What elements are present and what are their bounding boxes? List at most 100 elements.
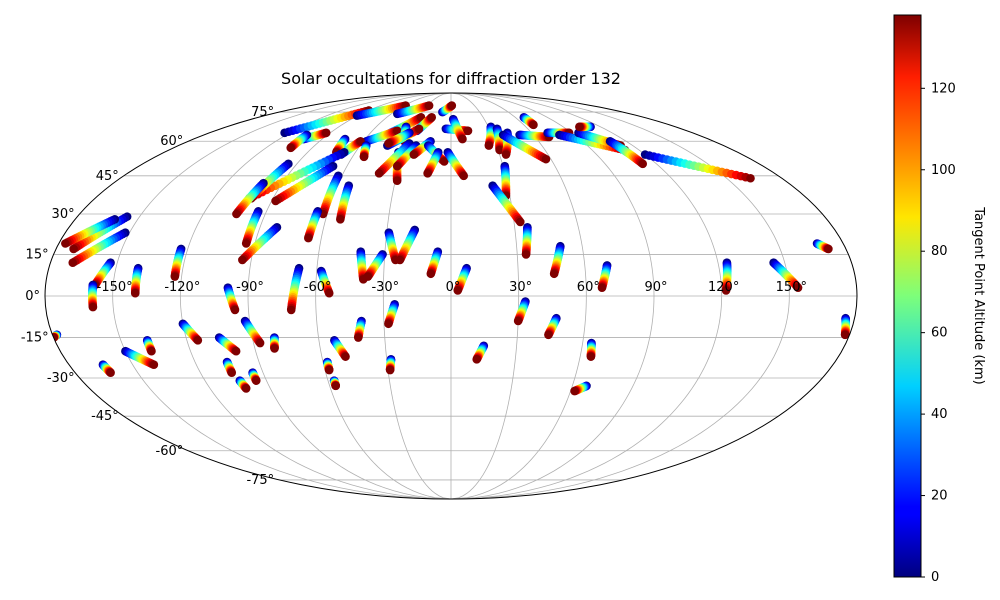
track-point bbox=[453, 286, 463, 295]
lat-tick-label: -60° bbox=[156, 444, 184, 459]
track-point bbox=[414, 124, 424, 134]
track-point bbox=[227, 368, 237, 378]
meridian-line bbox=[247, 93, 452, 499]
track-point bbox=[251, 376, 261, 385]
occultation-track bbox=[769, 258, 803, 292]
occultation-track bbox=[68, 228, 130, 268]
track-point bbox=[230, 305, 240, 315]
occultation-track bbox=[270, 333, 279, 353]
occultation-track bbox=[232, 178, 268, 219]
occultation-track bbox=[316, 266, 334, 298]
lon-tick-label: -30° bbox=[371, 280, 399, 295]
colorbar-tick-label: 120 bbox=[931, 81, 956, 96]
track-point bbox=[130, 288, 140, 298]
track-point bbox=[458, 134, 467, 144]
track-point bbox=[746, 173, 755, 183]
track-point bbox=[459, 171, 469, 181]
track-point bbox=[149, 360, 159, 370]
track-point bbox=[426, 269, 436, 279]
lon-tick-label: -90° bbox=[236, 280, 264, 295]
track-point bbox=[392, 161, 402, 171]
track-point bbox=[255, 338, 265, 348]
lat-tick-label: -30° bbox=[47, 371, 75, 386]
lon-tick-label: 60° bbox=[577, 280, 600, 295]
occultation-track bbox=[222, 357, 237, 378]
track-point bbox=[544, 330, 553, 340]
track-point bbox=[286, 305, 296, 315]
occultation-track bbox=[88, 280, 98, 312]
occultation-track bbox=[438, 101, 457, 117]
occultation-track bbox=[359, 141, 371, 162]
occultation-track bbox=[472, 341, 489, 364]
track-point bbox=[793, 283, 803, 292]
lat-tick-label: -75° bbox=[246, 473, 274, 488]
track-point bbox=[331, 381, 341, 391]
track-point bbox=[484, 141, 494, 150]
lat-tick-label: 15° bbox=[26, 247, 49, 262]
occultation-track bbox=[640, 150, 755, 183]
colorbar-tick-label: 100 bbox=[931, 163, 956, 178]
occultation-track bbox=[840, 313, 851, 340]
track-point bbox=[721, 286, 731, 295]
track-point bbox=[439, 157, 449, 166]
occultation-track bbox=[178, 319, 203, 345]
colorbar-ticks: 0 20 40 60 80 100 120 bbox=[921, 81, 956, 585]
occultation-track bbox=[597, 261, 612, 292]
track-point bbox=[106, 368, 115, 378]
track-point bbox=[472, 355, 482, 364]
track-point bbox=[638, 159, 648, 169]
track-point bbox=[424, 101, 434, 110]
lat-tick-label: 30° bbox=[52, 207, 75, 222]
track-point bbox=[501, 150, 511, 159]
meridian-line bbox=[450, 93, 587, 499]
occultation-track bbox=[586, 338, 596, 361]
track-point bbox=[363, 272, 373, 281]
lat-tick-label: 75° bbox=[251, 105, 274, 120]
track-point bbox=[374, 169, 384, 178]
track-point bbox=[513, 316, 523, 326]
lat-tick-label: -15° bbox=[21, 331, 49, 346]
track-point bbox=[541, 154, 551, 164]
track-point bbox=[395, 255, 405, 265]
occultation-track bbox=[513, 297, 530, 326]
occultation-track bbox=[329, 376, 341, 391]
track-point bbox=[271, 196, 280, 206]
occultation-track bbox=[498, 130, 551, 164]
meridian-line bbox=[450, 93, 723, 499]
occultation-track bbox=[353, 316, 366, 342]
occultation-track bbox=[488, 181, 525, 227]
occultation-track bbox=[61, 214, 120, 248]
track-point bbox=[321, 128, 331, 138]
track-point bbox=[384, 139, 393, 148]
track-point bbox=[516, 217, 525, 227]
occultation-track bbox=[286, 263, 304, 315]
track-point bbox=[392, 126, 402, 136]
meridian-line bbox=[450, 93, 790, 499]
track-point bbox=[447, 101, 457, 110]
track-point bbox=[824, 244, 833, 254]
colorbar-label: Tangent Point Altitude (km) bbox=[971, 206, 986, 384]
track-point bbox=[549, 269, 559, 279]
occultation-track bbox=[443, 147, 469, 181]
track-point bbox=[193, 336, 203, 345]
occultation-track bbox=[423, 147, 443, 178]
occultation-track bbox=[448, 114, 467, 144]
longitude-tick-labels: -150° -120° -90° -60° -30° 0° 30° 60° 90° 120° 150… bbox=[97, 280, 807, 295]
track-point bbox=[529, 120, 538, 130]
track-point bbox=[147, 346, 156, 356]
meridian-line bbox=[112, 93, 452, 499]
lat-tick-label: 60° bbox=[160, 134, 183, 149]
track-point bbox=[61, 239, 70, 248]
track-point bbox=[392, 176, 402, 186]
occultation-track bbox=[238, 222, 282, 265]
colorbar-tick-label: 40 bbox=[931, 407, 948, 422]
lat-tick-label: 45° bbox=[96, 169, 119, 184]
track-point bbox=[238, 255, 247, 265]
occultation-track bbox=[605, 136, 648, 169]
lon-tick-label: 120° bbox=[708, 280, 739, 295]
track-point bbox=[286, 143, 296, 153]
track-point bbox=[232, 209, 241, 219]
occultation-track bbox=[98, 360, 115, 378]
lon-tick-label: -150° bbox=[97, 280, 133, 295]
meridian-line bbox=[450, 93, 520, 499]
